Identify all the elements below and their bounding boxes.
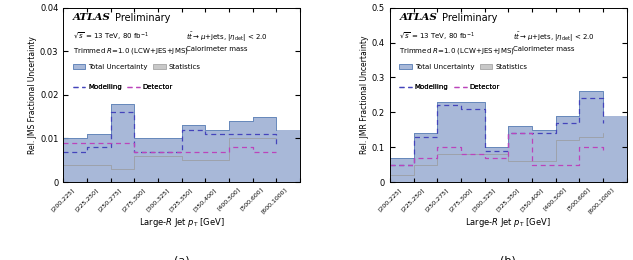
Text: $t\bar{t} \rightarrow \mu$+jets, $|\eta_{\mathrm{det}}|$ < 2.0: $t\bar{t} \rightarrow \mu$+jets, $|\eta_… bbox=[513, 30, 595, 44]
Text: ATLAS: ATLAS bbox=[399, 13, 437, 22]
Text: (a): (a) bbox=[174, 255, 189, 260]
Text: Calorimeter mass: Calorimeter mass bbox=[186, 46, 248, 52]
Text: $\sqrt{s}$ = 13 TeV, 80 fb$^{-1}$: $\sqrt{s}$ = 13 TeV, 80 fb$^{-1}$ bbox=[399, 30, 475, 43]
Text: $t\bar{t} \rightarrow \mu$+jets, $|\eta_{\mathrm{det}}|$ < 2.0: $t\bar{t} \rightarrow \mu$+jets, $|\eta_… bbox=[186, 30, 268, 44]
Y-axis label: Rel. JMS Fractional Uncertainty: Rel. JMS Fractional Uncertainty bbox=[28, 36, 37, 154]
Text: $\sqrt{s}$ = 13 TeV, 80 fb$^{-1}$: $\sqrt{s}$ = 13 TeV, 80 fb$^{-1}$ bbox=[73, 30, 149, 43]
Text: Trimmed $R$=1.0 (LCW+JES+JMS): Trimmed $R$=1.0 (LCW+JES+JMS) bbox=[73, 46, 189, 56]
Text: Trimmed $R$=1.0 (LCW+JES+JMS): Trimmed $R$=1.0 (LCW+JES+JMS) bbox=[399, 46, 515, 56]
X-axis label: Large-$R$ Jet $p_{\mathrm{T}}$ [GeV]: Large-$R$ Jet $p_{\mathrm{T}}$ [GeV] bbox=[139, 216, 225, 229]
Text: ATLAS: ATLAS bbox=[73, 13, 111, 22]
Text: (b): (b) bbox=[501, 255, 516, 260]
Text: Preliminary: Preliminary bbox=[442, 13, 498, 23]
X-axis label: Large-$R$ Jet $p_{\mathrm{T}}$ [GeV]: Large-$R$ Jet $p_{\mathrm{T}}$ [GeV] bbox=[465, 216, 551, 229]
Polygon shape bbox=[63, 103, 300, 182]
Legend: Modelling, Detector: Modelling, Detector bbox=[399, 84, 499, 90]
Legend: Modelling, Detector: Modelling, Detector bbox=[73, 84, 173, 90]
Polygon shape bbox=[390, 92, 627, 182]
Text: Preliminary: Preliminary bbox=[115, 13, 171, 23]
Polygon shape bbox=[63, 138, 300, 182]
Text: Calorimeter mass: Calorimeter mass bbox=[513, 46, 575, 52]
Polygon shape bbox=[390, 133, 627, 182]
Y-axis label: Rel. JMR Fractional Uncertainty: Rel. JMR Fractional Uncertainty bbox=[360, 36, 369, 154]
